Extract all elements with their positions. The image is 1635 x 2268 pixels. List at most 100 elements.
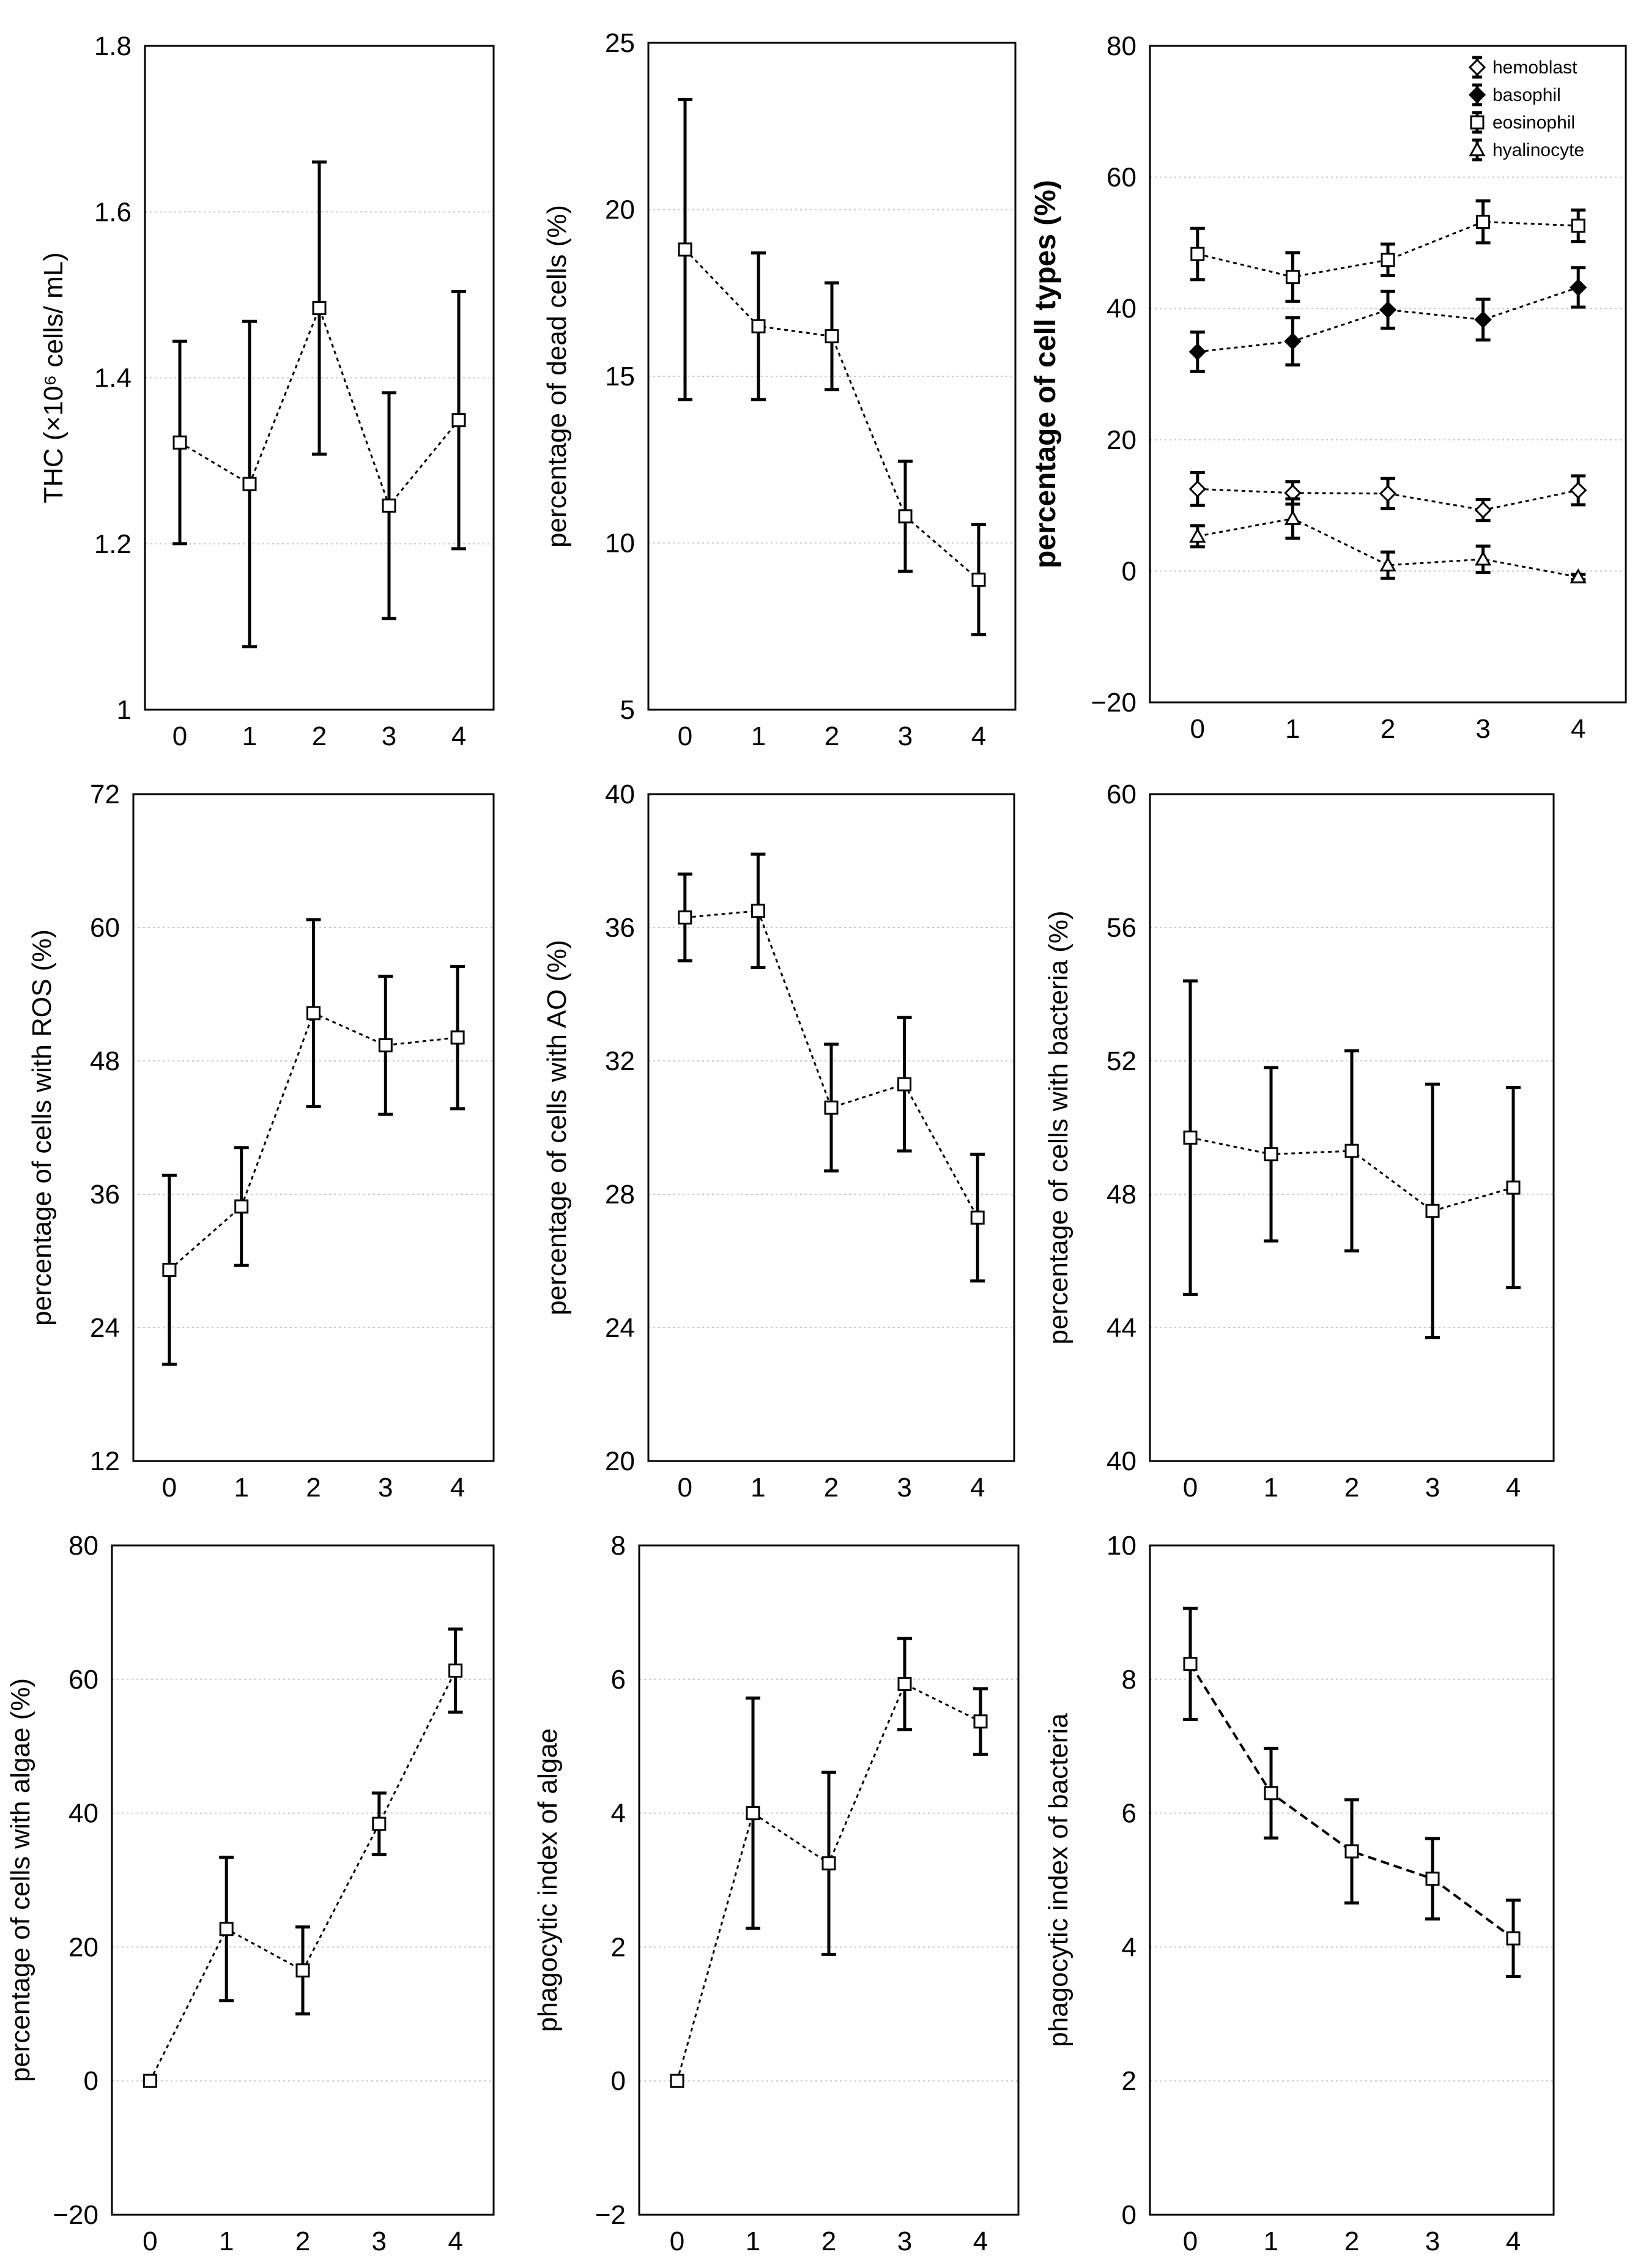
data-point [1284,332,1302,350]
y-tick-label: 2 [611,1932,626,1962]
x-tick-label: 4 [450,1473,465,1503]
y-tick-label: 28 [605,1180,635,1210]
plot-frame [647,42,1017,711]
plot-frame [647,793,1015,1462]
data-point [973,1714,988,1729]
y-tick-label: 40 [69,1799,98,1829]
y-tick-label: −20 [53,2200,98,2230]
x-tick-label: 0 [670,2226,684,2256]
x-tick-label: 0 [143,2226,157,2256]
y-tick-label: 20 [69,1932,98,1962]
y-tick-label: 80 [1107,31,1136,61]
panel-ao: 20 24 28 32 36 40 0 1 2 3 4 percentage of cells wit… [542,779,1015,1503]
x-tick-label: 4 [1571,714,1585,744]
panel-algae-pct: −20 0 20 40 60 80 0 1 2 3 4 percentage of cells wit… [6,1531,495,2256]
y-tick-label: 10 [605,529,635,559]
data-point [821,1856,836,1871]
x-tick-label: 2 [825,721,839,751]
y-tick-label: 60 [1107,779,1136,809]
y-tick-label: 0 [84,2066,98,2096]
data-point [1570,481,1587,499]
y-tick-label: 8 [611,1531,626,1561]
y-tick-label: 5 [620,695,635,725]
y-tick-label: 25 [605,28,635,58]
data-point [1188,480,1206,498]
x-tick-label: 0 [678,721,692,751]
legend-marker [1468,58,1486,76]
x-tick-label: 1 [1285,714,1300,744]
data-point [378,1038,393,1053]
x-tick-label: 1 [746,2226,760,2256]
data-point [382,498,396,513]
series-line [179,305,460,508]
x-tick-label: 1 [234,1473,248,1503]
y-axis-label: percentage of cells with algae (%) [6,1678,35,2082]
data-point [1183,1130,1198,1145]
x-tick-label: 0 [172,721,187,751]
data-point [295,1963,310,1978]
data-point [450,1030,465,1045]
y-tick-label: 1.6 [94,197,132,227]
data-point [234,1199,249,1214]
x-tick-label: 4 [970,1473,985,1503]
data-point [1379,485,1397,502]
x-tick-label: 3 [1475,714,1490,744]
y-axis-label: phagocytic index of bacteria [1044,1713,1073,2047]
data-point [1284,510,1301,525]
x-tick-label: 2 [312,721,327,751]
data-point [451,413,466,428]
x-tick-label: 2 [1344,2226,1359,2256]
data-point [897,1676,912,1691]
x-tick-label: 1 [1264,1473,1278,1503]
plot-frame [144,45,495,711]
data-point [1344,1844,1359,1859]
y-tick-label: 60 [69,1665,98,1695]
y-tick-label: 60 [1107,163,1136,193]
data-point [1571,218,1585,233]
plot-frame [132,793,495,1462]
data-point [1425,1203,1440,1218]
y-axis-label: percentage of cells with bacteria (%) [1044,910,1073,1344]
x-tick-label: 2 [1381,714,1395,744]
y-tick-label: 72 [90,779,120,809]
series-line [149,1670,456,2081]
data-point [1474,311,1492,329]
plot-frame [638,1544,1020,2216]
y-tick-label: 1.2 [94,529,132,559]
y-axis-label: percentage of cells with ROS (%) [27,929,57,1326]
y-tick-label: 20 [1107,425,1136,455]
plot-frame [1149,1544,1555,2216]
x-tick-label: 4 [971,721,986,751]
data-point [1570,278,1587,296]
x-tick-label: 0 [162,1473,177,1503]
series-line [1189,1663,1515,1939]
x-tick-label: 2 [821,2226,836,2256]
panel-thc: 1 1.2 1.4 1.6 1.8 0 1 2 3 4 THC (×10⁶ cells/ mL) [39,31,495,751]
y-tick-label: 20 [605,1446,635,1476]
data-point [219,1922,234,1936]
y-tick-label: 8 [1122,1665,1136,1695]
data-point [1264,1786,1278,1801]
data-point [825,329,839,344]
data-point [1425,1872,1440,1886]
data-point [1474,501,1492,519]
legend-marker [1468,86,1486,104]
panel-dead-cells: 5 10 15 20 25 0 1 2 3 4 percentage of dead cells (… [542,28,1017,751]
y-tick-label: 32 [605,1046,635,1076]
data-point [1570,568,1587,584]
y-axis-label: phagocytic index of algae [533,1728,563,2032]
legend-label: hyalinocyte [1492,140,1584,160]
panel-cell-types: −20 0 20 40 60 80 0 1 2 3 4 percentage of cell type… [1029,31,1627,744]
x-tick-label: 3 [898,721,913,751]
data-point [1188,343,1206,361]
data-point [970,1210,985,1225]
x-tick-label: 0 [1190,714,1205,744]
plot-frame [111,1544,495,2216]
data-point [242,477,257,491]
x-tick-label: 4 [1506,2226,1521,2256]
y-tick-label: 80 [69,1531,98,1561]
legend-label: hemoblast [1492,58,1578,78]
y-tick-label: 24 [605,1313,635,1343]
data-point [1285,270,1300,284]
